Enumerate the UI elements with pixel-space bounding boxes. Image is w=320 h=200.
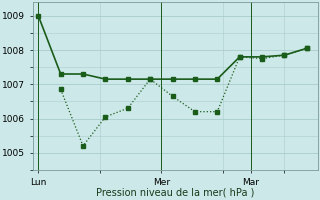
X-axis label: Pression niveau de la mer( hPa ): Pression niveau de la mer( hPa ): [96, 188, 254, 198]
